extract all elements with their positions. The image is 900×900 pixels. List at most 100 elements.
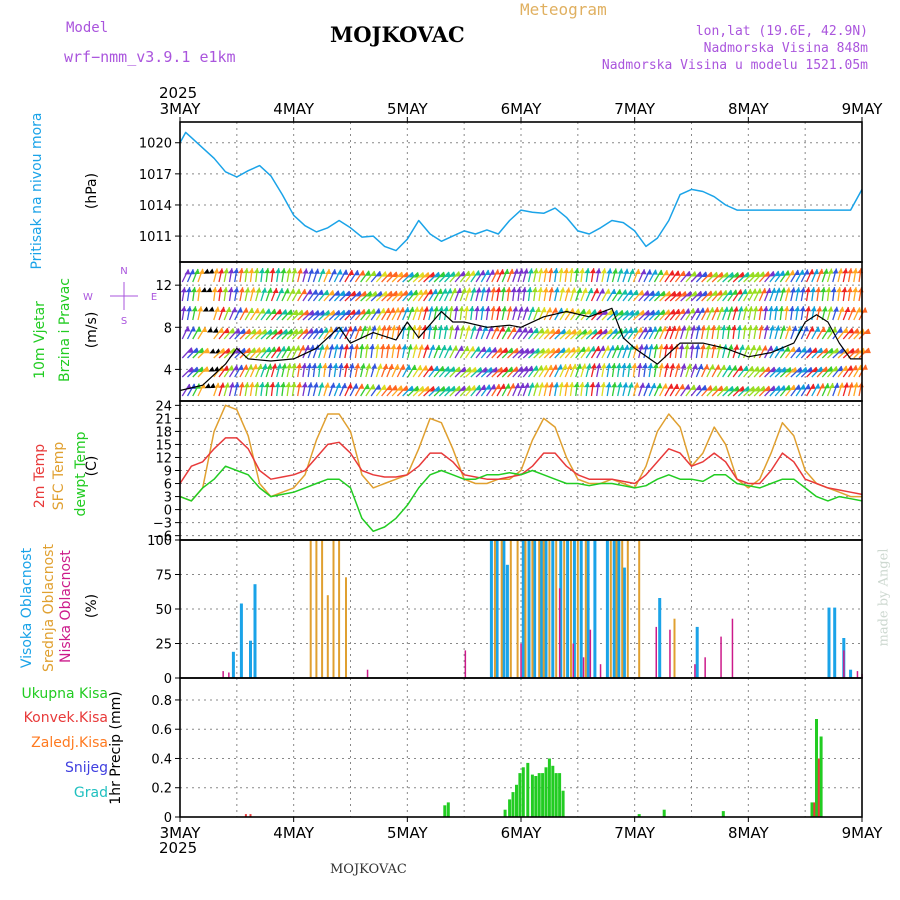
wind-arrow-head (747, 306, 754, 312)
wind-arrow-head (211, 287, 218, 293)
wind-arrow-head (326, 363, 333, 369)
wind-arrow-head (837, 327, 844, 333)
x-tick-label-bottom: 5MAY (387, 824, 429, 842)
wind-arrow (785, 366, 797, 378)
cloud_high-bar (586, 540, 590, 678)
precip_total-bar (544, 767, 548, 817)
wind-arrow-head (403, 272, 410, 278)
wind-arrow-head (727, 289, 734, 295)
wind-arrow-head (627, 289, 634, 295)
wind-arrow-head (437, 306, 444, 312)
wind-arrow-head (617, 268, 624, 274)
wind-arrow (732, 271, 744, 283)
x-tick-label-bottom: 6MAY (501, 824, 543, 842)
wind-arrow-head (809, 383, 816, 389)
wind-arrow (816, 366, 828, 378)
wind-arrow-head (190, 287, 197, 293)
wind-arrow-head (254, 308, 261, 314)
wind-arrow-head (686, 363, 693, 369)
wind-arrow-head (294, 345, 301, 351)
x-tick-label-top: 8MAY (728, 100, 770, 118)
wind-arrow-head (298, 310, 305, 316)
wind-arrow-head (848, 382, 855, 388)
wind-arrow (507, 347, 519, 359)
wind-arrow-head (206, 327, 213, 333)
wind-arrow (711, 290, 722, 302)
precip_conv-bar (817, 758, 820, 817)
wind-arrow-head (765, 366, 772, 372)
wind-arrow (349, 290, 361, 302)
wind-arrow-head (361, 325, 368, 331)
wind-arrow-head (300, 363, 307, 369)
wind-arrow (286, 309, 298, 321)
wind-arrow (480, 366, 492, 378)
wind-arrow-head (370, 271, 377, 277)
pressure-unit: (hPa) (84, 172, 100, 210)
wind-arrow-head (538, 328, 545, 334)
wind-arrow-head (486, 347, 493, 353)
wind-arrow-head (258, 268, 265, 274)
wind-arrow-head (609, 345, 616, 351)
wind-arrow-head (407, 290, 414, 296)
wind-arrow (806, 347, 817, 359)
wind-arrow-head (280, 346, 287, 352)
wind-arrow-head (674, 363, 681, 369)
wind-arrow-head (580, 346, 587, 352)
precip_total-bar (815, 719, 818, 817)
wind-arrow (827, 347, 839, 359)
wind-arrow-head (522, 268, 529, 274)
wind-arrow (412, 271, 424, 283)
wind-arrow (354, 290, 367, 302)
wind-arrow-head (416, 325, 423, 331)
wind-arrow-head (446, 345, 453, 351)
wind-arrow (255, 328, 267, 340)
wind-arrow-head (791, 325, 798, 331)
wind-arrow-head (707, 272, 714, 278)
wind-arrow-head (578, 268, 585, 274)
wind-arrow (396, 385, 408, 397)
wind-arrow-head (780, 385, 787, 391)
wind-arrow (512, 347, 524, 359)
wind-arrow-head (594, 382, 601, 388)
wind-arrow-head (568, 382, 575, 388)
wind-arrow-head (566, 329, 573, 335)
wind-arrow-head (656, 326, 663, 332)
wind-arrow (517, 347, 529, 359)
wind-arrow (695, 290, 707, 302)
wind-arrow-head (790, 346, 797, 352)
wind-arrow-head (726, 365, 733, 371)
wind-arrow-head (429, 344, 436, 350)
wind-arrow-head (537, 365, 544, 371)
wind-arrow-head (542, 287, 549, 293)
wind-arrow (554, 347, 565, 359)
wind-arrow-head (209, 382, 216, 388)
wind-arrow (323, 289, 334, 302)
cloud_low-bar (572, 643, 574, 678)
wind-arrow-head (510, 327, 517, 333)
wind-arrow-head (473, 306, 480, 312)
wind-arrow-head (808, 269, 815, 275)
wind-arrow (590, 309, 602, 321)
wind-arrow-head (448, 325, 455, 331)
wind-arrow-head (406, 344, 413, 350)
wind-arrow-head (489, 306, 496, 312)
wind-arrow (690, 271, 702, 283)
wind-arrow-head (304, 345, 311, 351)
precip_total-bar (721, 811, 725, 817)
wind-arrow-head (750, 345, 757, 351)
wind-arrow-head (691, 271, 698, 277)
wind-arrow-head (358, 344, 365, 350)
cloud_low-bar (731, 618, 734, 678)
wind-arrow-head (256, 364, 263, 370)
wind-arrow-head (306, 363, 313, 369)
wind-arrow (239, 347, 251, 359)
wind-arrow (680, 270, 691, 283)
wind-arrow (417, 385, 429, 397)
wind-arrow-head (379, 344, 386, 350)
wind-arrow-head (287, 309, 294, 315)
wind-arrow-head (606, 268, 613, 274)
page-title: MOJKOVAC (330, 22, 465, 47)
wind-arrow-head (412, 290, 419, 296)
wind-arrow (685, 290, 697, 302)
wind-arrow-head (460, 287, 467, 293)
